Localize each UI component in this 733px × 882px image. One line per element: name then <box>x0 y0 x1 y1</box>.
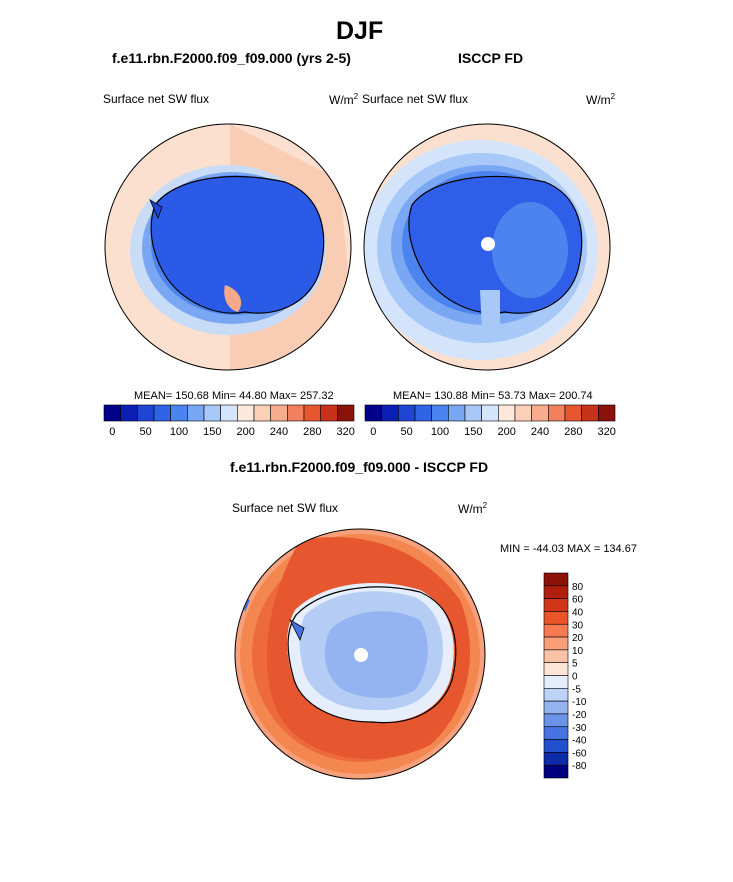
panel-3-colorbar-tick-label: 5 <box>572 659 578 670</box>
panel-1-colorbar-swatch <box>287 404 305 422</box>
panel-3-stats: MIN = -44.03 MAX = 134.67 <box>500 543 637 555</box>
panel-1-colorbar-tick-label: 280 <box>303 426 321 438</box>
panel-2-colorbar-swatch <box>464 404 482 422</box>
panel-3-colorbar-tick-label: -40 <box>572 736 587 747</box>
panel-3-colorbar-swatch <box>543 675 569 689</box>
panel-1-colorbar-swatch <box>270 404 288 422</box>
panel-1-colorbar-tick-label: 50 <box>140 426 152 438</box>
panel-1-field <box>105 124 351 370</box>
panel-2-colorbar-swatch <box>481 404 499 422</box>
panel-3-colorbar-swatch <box>543 598 569 612</box>
panel-3-colorbar-swatch <box>543 572 569 587</box>
panel-3-colorbar-tick-label: 20 <box>572 633 584 644</box>
panel-1-colorbar-swatch <box>103 404 121 422</box>
page-title: DJF <box>336 17 384 45</box>
panel-1-colorbar-swatch <box>303 404 321 422</box>
panel-2-colorbar-swatch <box>598 404 616 422</box>
panel-1-colorbar-swatch <box>237 404 255 422</box>
panel-1-colorbar-swatch <box>170 404 188 422</box>
panel-2-colorbar-swatch <box>531 404 549 422</box>
panel-1-variable-label: Surface net SW flux <box>103 92 210 106</box>
panel-1-colorbar-swatch <box>203 404 221 422</box>
panel-1-colorbar-tick-label: 200 <box>236 426 254 438</box>
panel-2-field <box>364 124 610 370</box>
panel-1-colorbar-tick-label: 0 <box>109 426 115 438</box>
panel-2-colorbar-swatch <box>548 404 566 422</box>
panel-2-colorbar-tick-label: 150 <box>464 426 482 438</box>
panel-2-colorbar-swatch <box>564 404 582 422</box>
panel-1-colorbar: 0 50 100 150 200 240 280 320 <box>103 404 355 438</box>
panel-3-colorbar-swatch <box>543 649 569 663</box>
panel-3-colorbar-tick-label: 80 <box>572 582 584 593</box>
panel-2-colorbar-swatch <box>448 404 466 422</box>
panel-3-colorbar-tick-label: -5 <box>572 684 581 695</box>
panel-2-colorbar-tick-label: 320 <box>597 426 615 438</box>
panel-2-colorbar-swatch <box>514 404 532 422</box>
panel-1-colorbar-swatch <box>337 404 355 422</box>
panel-3-colorbar-tick-label: 40 <box>572 607 584 618</box>
panel-3-colorbar-tick-label: -10 <box>572 697 587 708</box>
panel-2-colorbar-swatch <box>398 404 416 422</box>
panel-2-colorbar-swatch <box>414 404 432 422</box>
panel-1-header: f.e11.rbn.F2000.f09_f09.000 (yrs 2-5) <box>112 50 351 66</box>
panel-3-colorbar-swatch <box>543 752 569 766</box>
panel-3-colorbar-tick-label: 60 <box>572 595 584 606</box>
panel-1-colorbar-swatch <box>187 404 205 422</box>
panel-1-colorbar-tick-label: 150 <box>203 426 221 438</box>
panel-1-units: W/m2 <box>329 92 359 107</box>
panel-1-colorbar-swatch <box>137 404 155 422</box>
panel-3-header: f.e11.rbn.F2000.f09_f09.000 - ISCCP FD <box>230 459 489 475</box>
panel-2-colorbar-tick-label: 280 <box>564 426 582 438</box>
panel-3-colorbar-tick-label: 10 <box>572 646 584 657</box>
panel-1-colorbar-swatch <box>120 404 138 422</box>
panel-2-colorbar-swatch <box>431 404 449 422</box>
panel-3-colorbar-swatch <box>543 726 569 740</box>
panel-1-colorbar-tick-label: 240 <box>270 426 288 438</box>
panel-1-colorbar-tick-label: 320 <box>336 426 354 438</box>
panel-3-colorbar-swatch <box>543 700 569 715</box>
panel-3-colorbar-tick-label: -80 <box>572 761 587 772</box>
panel-3-colorbar-tick-label: 0 <box>572 672 578 683</box>
panel-2-units: W/m2 <box>586 92 616 107</box>
panel-1-colorbar-swatch <box>153 404 171 422</box>
panel-3-colorbar-tick-label: 30 <box>572 620 584 631</box>
panel-1-colorbar-swatch <box>253 404 271 422</box>
panel-2-colorbar-swatch <box>364 404 382 422</box>
panel-2-colorbar-tick-label: 0 <box>370 426 376 438</box>
panel-3-colorbar-tick-label: -60 <box>572 748 587 759</box>
panel-2-colorbar-tick-label: 240 <box>531 426 549 438</box>
panel-2-colorbar-tick-label: 200 <box>497 426 515 438</box>
panel-2-colorbar-tick-label: 100 <box>431 426 449 438</box>
panel-3-colorbar-swatch <box>543 623 569 638</box>
panel-3-units: W/m2 <box>458 501 488 516</box>
panel-3-colorbar-swatch <box>543 713 569 728</box>
panel-3-colorbar-tick-label: -30 <box>572 723 587 734</box>
panel-3-colorbar-swatch <box>543 739 569 753</box>
panel-2-stats: MEAN= 130.88 Min= 53.73 Max= 200.74 <box>393 390 593 402</box>
panel-3-colorbar-swatch <box>543 662 569 676</box>
panel-2-header: ISCCP FD <box>458 50 524 66</box>
panel-2-colorbar: 0 50 100 150 200 240 280 320 <box>364 404 616 438</box>
panel-1-colorbar-swatch <box>320 404 338 422</box>
panel-2-variable-label: Surface net SW flux <box>362 92 469 106</box>
panel-3-colorbar-tick-label: -20 <box>572 710 587 721</box>
panel-3-colorbar-swatch <box>543 585 569 599</box>
panel-3-colorbar-swatch <box>543 688 569 702</box>
panel-2-colorbar-swatch <box>581 404 599 422</box>
panel-2-colorbar-swatch <box>498 404 516 422</box>
panel-2-colorbar-tick-label: 50 <box>401 426 413 438</box>
panel-1-colorbar-tick-label: 100 <box>170 426 188 438</box>
panel-2-colorbar-swatch <box>381 404 399 422</box>
panel-3-field <box>235 529 485 779</box>
panel-3-colorbar-swatch <box>543 764 569 779</box>
panel-3-colorbar-swatch <box>543 636 569 651</box>
panel-1-stats: MEAN= 150.68 Min= 44.80 Max= 257.32 <box>134 390 334 402</box>
panel-3-variable-label: Surface net SW flux <box>232 501 339 515</box>
panel-3-colorbar-swatch <box>543 611 569 625</box>
panel-1-colorbar-swatch <box>220 404 238 422</box>
